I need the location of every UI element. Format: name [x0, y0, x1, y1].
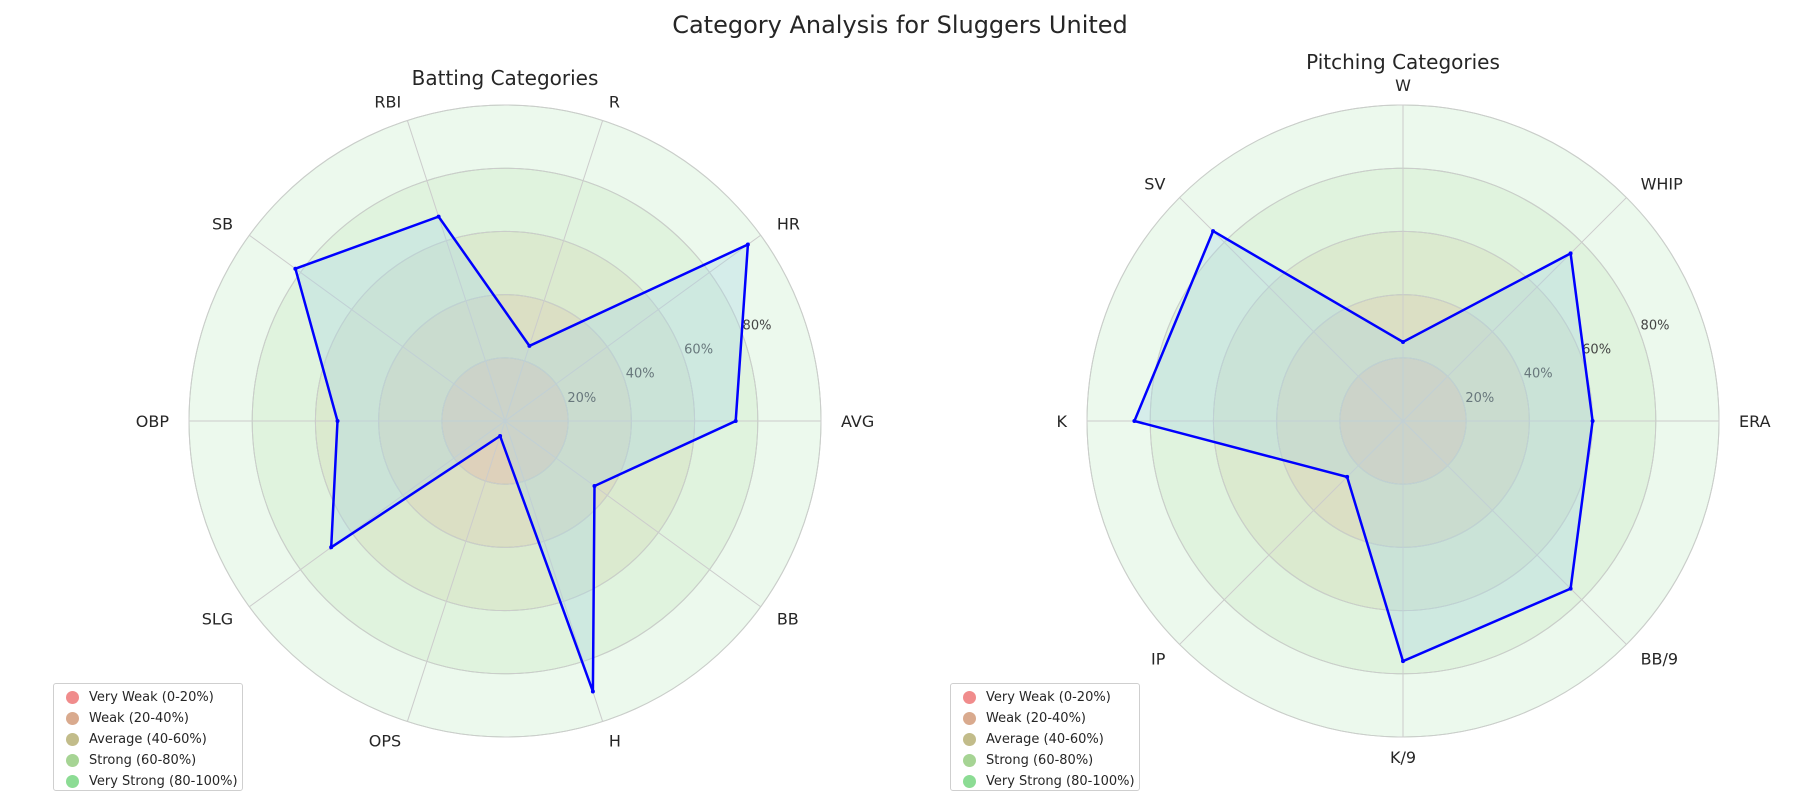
pitching-category-label-w: W: [1395, 76, 1411, 95]
batting-category-label-hr: HR: [777, 215, 800, 234]
pitching-point-bb-9: [1568, 586, 1573, 591]
batting-legend-entry: Very Strong (80-100%): [64, 771, 242, 792]
pitching-category-label-k: K: [1057, 412, 1068, 431]
pitching-spoke-ip: [1179, 420, 1404, 645]
batting-spoke-hr: [504, 234, 761, 422]
batting-legend-label: Strong (60-80%): [89, 753, 197, 768]
batting-category-label-rbi: RBI: [374, 92, 401, 111]
pitching-legend-entry: Average (40-60%): [961, 729, 1139, 750]
pitching-category-label-era: ERA: [1739, 412, 1771, 431]
pitching-legend-label: Weak (20-40%): [986, 711, 1086, 726]
pitching-legend-entry: Weak (20-40%): [961, 708, 1139, 729]
batting-legend-swatch: [66, 691, 79, 704]
pitching-legend-label: Average (40-60%): [986, 732, 1104, 747]
pitching-category-label-ip: IP: [1151, 650, 1166, 669]
batting-spoke-ops: [406, 420, 506, 722]
pitching-category-label-bb-9: BB/9: [1641, 650, 1679, 669]
pitching-point-era: [1590, 419, 1595, 423]
batting-spoke-sb: [249, 234, 506, 422]
batting-category-label-avg: AVG: [841, 412, 874, 431]
pitching-category-label-whip: WHIP: [1641, 174, 1684, 193]
pitching-legend-label: Very Weak (0-20%): [986, 690, 1111, 705]
pitching-legend-swatch: [963, 775, 976, 788]
batting-legend-label: Very Weak (0-20%): [89, 690, 214, 705]
pitching-point-ip: [1345, 474, 1350, 479]
batting-point-ops: [498, 434, 503, 439]
batting-legend-label: Very Strong (80-100%): [89, 774, 238, 789]
pitching-category-label-sv: SV: [1144, 174, 1165, 193]
batting-point-h: [590, 689, 595, 694]
batting-legend: Very Weak (0-20%) Weak (20-40%) Average (4…: [53, 683, 243, 791]
pitching-spoke-bb-9: [1402, 420, 1627, 645]
batting-point-avg: [733, 419, 738, 423]
pitching-point-k: [1132, 419, 1137, 423]
pitching-legend-entry: Very Strong (80-100%): [961, 771, 1139, 792]
batting-legend-entry: Very Weak (0-20%): [64, 687, 242, 708]
pitching-r-tick-label: 40%: [1524, 367, 1553, 382]
pitching-legend-entry: Strong (60-80%): [961, 750, 1139, 771]
batting-category-label-bb: BB: [777, 609, 799, 628]
batting-legend-entry: Strong (60-80%): [64, 750, 242, 771]
pitching-point-whip: [1568, 251, 1573, 256]
pitching-point-k-9: [1401, 659, 1405, 664]
pitching-legend-swatch: [963, 754, 976, 767]
figure-title: Category Analysis for Sluggers United: [672, 11, 1128, 39]
pitching-spoke-whip: [1402, 197, 1627, 422]
pitching-legend-swatch: [963, 691, 976, 704]
batting-point-hr: [745, 242, 750, 247]
pitching-radar-panel: 20% 40% 60% 80% ERA WHIP W SV K IP K/9 BB/9 Pitching…: [1057, 50, 1771, 767]
pitching-data-area: [1134, 231, 1593, 662]
batting-chart-title: Batting Categories: [412, 66, 599, 90]
pitching-legend: Very Weak (0-20%) Weak (20-40%) Average (4…: [950, 683, 1140, 791]
batting-legend-entry: Average (40-60%): [64, 729, 242, 750]
batting-legend-entry: Weak (20-40%): [64, 708, 242, 729]
pitching-point-sv: [1211, 229, 1216, 234]
batting-legend-label: Weak (20-40%): [89, 711, 189, 726]
batting-category-label-r: R: [609, 92, 620, 111]
batting-radar-panel: 20% 40% 60% 80% AVG HR R RBI SB OBP SLG OPS H BB Batti…: [136, 66, 874, 751]
pitching-category-label-k-9: K/9: [1390, 748, 1416, 767]
batting-point-sb: [293, 266, 298, 271]
batting-legend-swatch: [66, 733, 79, 746]
batting-category-label-obp: OBP: [136, 412, 170, 431]
batting-spoke-bb: [504, 420, 761, 608]
batting-category-label-sb: SB: [212, 215, 233, 234]
pitching-legend-swatch: [963, 733, 976, 746]
pitching-legend-label: Very Strong (80-100%): [986, 774, 1135, 789]
pitching-chart-title: Pitching Categories: [1306, 50, 1500, 74]
pitching-r-tick-label: 60%: [1582, 342, 1611, 357]
batting-legend-label: Average (40-60%): [89, 732, 207, 747]
pitching-point-w: [1401, 340, 1405, 344]
batting-r-tick-label: 40%: [626, 367, 655, 382]
pitching-legend-entry: Very Weak (0-20%): [961, 687, 1139, 708]
pitching-legend-label: Strong (60-80%): [986, 753, 1094, 768]
batting-spoke-r: [504, 120, 604, 422]
batting-r-tick-label: 20%: [567, 391, 596, 406]
batting-legend-swatch: [66, 712, 79, 725]
pitching-spoke-sv: [1179, 197, 1404, 422]
batting-category-label-slg: SLG: [202, 609, 233, 628]
batting-point-slg: [329, 545, 334, 550]
batting-point-rbi: [436, 214, 441, 219]
batting-r-tick-label: 60%: [684, 342, 713, 357]
batting-point-obp: [335, 419, 340, 423]
batting-category-label-h: H: [609, 732, 621, 751]
batting-data-area: [295, 216, 748, 692]
pitching-r-tick-label: 80%: [1641, 318, 1670, 333]
batting-legend-swatch: [66, 754, 79, 767]
pitching-legend-swatch: [963, 712, 976, 725]
pitching-r-tick-label: 20%: [1465, 391, 1494, 406]
batting-r-tick-label: 80%: [743, 318, 772, 333]
batting-spoke-rbi: [406, 120, 506, 422]
batting-spoke-slg: [249, 420, 506, 608]
batting-category-label-ops: OPS: [369, 732, 401, 751]
batting-legend-swatch: [66, 775, 79, 788]
batting-point-r: [527, 343, 532, 348]
batting-point-bb: [592, 484, 597, 489]
